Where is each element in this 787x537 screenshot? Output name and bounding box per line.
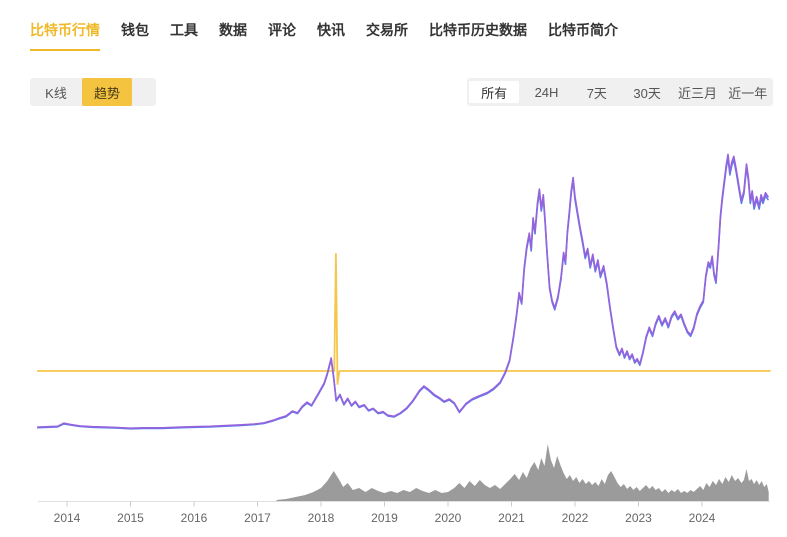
range-7d-button[interactable]: 7天 (572, 78, 622, 106)
range-24h-button[interactable]: 24H (521, 78, 571, 106)
range-3m-button[interactable]: 近三月 (672, 78, 722, 106)
nav-item-tools[interactable]: 工具 (170, 22, 198, 38)
x-axis-label: 2022 (562, 511, 589, 525)
nav-item-wallet[interactable]: 钱包 (121, 22, 149, 38)
nav-item-bitcoin-market[interactable]: 比特币行情 (30, 20, 100, 51)
x-axis-label: 2023 (625, 511, 652, 525)
chart-type-toggle: K线 趋势 (30, 78, 156, 106)
x-axis-label: 2015 (117, 511, 144, 525)
range-1y-button[interactable]: 近一年 (723, 78, 773, 106)
price-chart-canvas[interactable]: 2014 2015 2016 2017 2018 2019 2020 2021 2022 2023… (0, 116, 787, 537)
x-axis-label: 2016 (181, 511, 208, 525)
nav-item-comments[interactable]: 评论 (268, 22, 296, 38)
time-range-filter: 所有 24H 7天 30天 近三月 近一年 (467, 78, 773, 106)
x-axis-label: 2020 (435, 511, 462, 525)
baseline-line (36, 253, 771, 385)
x-axis-label: 2021 (498, 511, 525, 525)
x-axis-label: 2019 (371, 511, 398, 525)
price-main-line (37, 153, 769, 429)
range-all-button[interactable]: 所有 (469, 81, 520, 103)
kline-tab[interactable]: K线 (30, 78, 82, 106)
trend-tab[interactable]: 趋势 (82, 78, 132, 106)
range-30d-button[interactable]: 30天 (622, 78, 672, 106)
nav-item-news[interactable]: 快讯 (317, 22, 345, 38)
volume-area (276, 444, 769, 501)
top-navigation: 比特币行情 钱包 工具 数据 评论 快讯 交易所 比特币历史数据 比特币简介 (0, 0, 787, 51)
x-axis-label: 2014 (54, 511, 81, 525)
price-alt-line (37, 157, 769, 430)
x-axis-label: 2018 (308, 511, 335, 525)
nav-item-exchanges[interactable]: 交易所 (366, 22, 408, 38)
nav-item-data[interactable]: 数据 (219, 22, 247, 38)
x-axis-label: 2017 (244, 511, 271, 525)
nav-item-history-data[interactable]: 比特币历史数据 (429, 22, 527, 38)
chart-controls: K线 趋势 所有 24H 7天 30天 近三月 近一年 (30, 78, 773, 106)
x-axis-label: 2024 (689, 511, 716, 525)
nav-item-intro[interactable]: 比特币简介 (548, 22, 618, 38)
